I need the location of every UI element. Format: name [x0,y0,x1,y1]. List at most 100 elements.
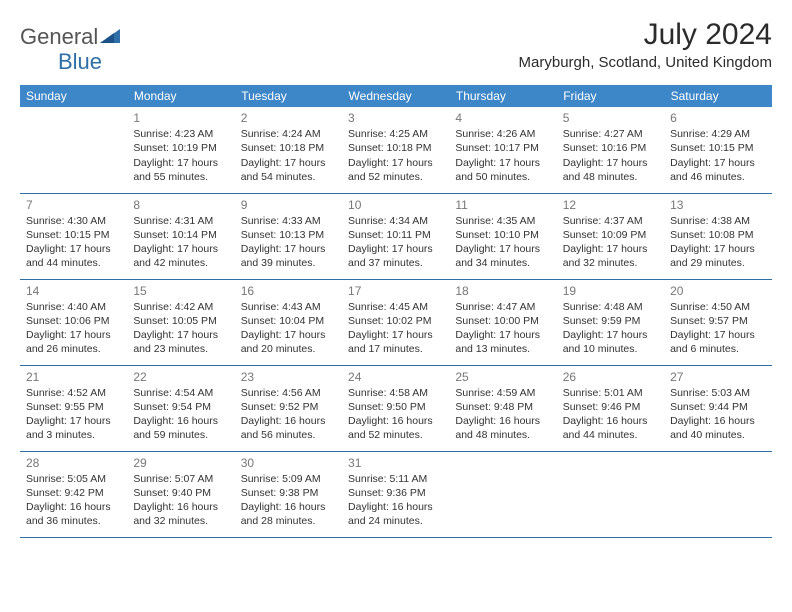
day-number: 29 [133,455,228,471]
calendar-row: 1Sunrise: 4:23 AMSunset: 10:19 PMDayligh… [20,107,772,193]
dl1-text: Daylight: 16 hours [241,500,336,514]
calendar-cell: 17Sunrise: 4:45 AMSunset: 10:02 PMDaylig… [342,279,449,365]
calendar-cell: 1Sunrise: 4:23 AMSunset: 10:19 PMDayligh… [127,107,234,193]
calendar-cell: 4Sunrise: 4:26 AMSunset: 10:17 PMDayligh… [449,107,556,193]
sunrise-text: Sunrise: 4:42 AM [133,300,228,314]
calendar-cell: 21Sunrise: 4:52 AMSunset: 9:55 PMDayligh… [20,365,127,451]
dl2-text: and 13 minutes. [455,342,550,356]
calendar-cell: 27Sunrise: 5:03 AMSunset: 9:44 PMDayligh… [664,365,771,451]
dl2-text: and 34 minutes. [455,256,550,270]
calendar-cell: 15Sunrise: 4:42 AMSunset: 10:05 PMDaylig… [127,279,234,365]
day-number: 4 [455,110,550,126]
sunset-text: Sunset: 9:50 PM [348,400,443,414]
sunrise-text: Sunrise: 4:38 AM [670,214,765,228]
sunset-text: Sunset: 10:04 PM [241,314,336,328]
dl2-text: and 42 minutes. [133,256,228,270]
day-header-row: Sunday Monday Tuesday Wednesday Thursday… [20,85,772,107]
calendar-cell: 29Sunrise: 5:07 AMSunset: 9:40 PMDayligh… [127,451,234,537]
day-number: 10 [348,197,443,213]
dl2-text: and 23 minutes. [133,342,228,356]
day-number: 16 [241,283,336,299]
sunrise-text: Sunrise: 4:40 AM [26,300,121,314]
day-number: 27 [670,369,765,385]
dl1-text: Daylight: 17 hours [241,242,336,256]
sunrise-text: Sunrise: 4:23 AM [133,127,228,141]
dl2-text: and 3 minutes. [26,428,121,442]
dl1-text: Daylight: 17 hours [241,156,336,170]
day-header: Wednesday [342,85,449,107]
sunrise-text: Sunrise: 4:24 AM [241,127,336,141]
calendar-row: 21Sunrise: 4:52 AMSunset: 9:55 PMDayligh… [20,365,772,451]
logo: General [20,24,120,50]
sunrise-text: Sunrise: 4:58 AM [348,386,443,400]
sunrise-text: Sunrise: 4:25 AM [348,127,443,141]
dl2-text: and 52 minutes. [348,428,443,442]
dl1-text: Daylight: 16 hours [563,414,658,428]
dl2-text: and 56 minutes. [241,428,336,442]
dl1-text: Daylight: 16 hours [26,500,121,514]
dl1-text: Daylight: 17 hours [348,156,443,170]
day-number: 24 [348,369,443,385]
sunset-text: Sunset: 9:52 PM [241,400,336,414]
calendar-cell: 30Sunrise: 5:09 AMSunset: 9:38 PMDayligh… [235,451,342,537]
sunrise-text: Sunrise: 4:48 AM [563,300,658,314]
sunset-text: Sunset: 9:44 PM [670,400,765,414]
sunrise-text: Sunrise: 5:09 AM [241,472,336,486]
sunrise-text: Sunrise: 5:11 AM [348,472,443,486]
day-number: 15 [133,283,228,299]
calendar-cell: 19Sunrise: 4:48 AMSunset: 9:59 PMDayligh… [557,279,664,365]
calendar-cell: 10Sunrise: 4:34 AMSunset: 10:11 PMDaylig… [342,193,449,279]
sunset-text: Sunset: 9:46 PM [563,400,658,414]
day-number: 18 [455,283,550,299]
dl2-text: and 28 minutes. [241,514,336,528]
calendar-cell: 12Sunrise: 4:37 AMSunset: 10:09 PMDaylig… [557,193,664,279]
sunrise-text: Sunrise: 5:01 AM [563,386,658,400]
day-number: 17 [348,283,443,299]
sunset-text: Sunset: 10:18 PM [348,141,443,155]
dl1-text: Daylight: 17 hours [670,328,765,342]
day-number: 6 [670,110,765,126]
logo-text-left: General [20,24,98,50]
day-number: 9 [241,197,336,213]
day-number: 2 [241,110,336,126]
sunset-text: Sunset: 9:38 PM [241,486,336,500]
logo-triangle-icon [100,27,120,48]
dl2-text: and 40 minutes. [670,428,765,442]
day-header: Thursday [449,85,556,107]
day-header: Saturday [664,85,771,107]
sunset-text: Sunset: 10:02 PM [348,314,443,328]
dl1-text: Daylight: 17 hours [455,156,550,170]
calendar-row: 28Sunrise: 5:05 AMSunset: 9:42 PMDayligh… [20,451,772,537]
sunrise-text: Sunrise: 4:56 AM [241,386,336,400]
dl2-text: and 44 minutes. [26,256,121,270]
sunset-text: Sunset: 10:10 PM [455,228,550,242]
dl1-text: Daylight: 17 hours [26,242,121,256]
day-header: Sunday [20,85,127,107]
dl1-text: Daylight: 16 hours [133,414,228,428]
calendar-cell: 28Sunrise: 5:05 AMSunset: 9:42 PMDayligh… [20,451,127,537]
calendar-cell: 5Sunrise: 4:27 AMSunset: 10:16 PMDayligh… [557,107,664,193]
sunset-text: Sunset: 10:19 PM [133,141,228,155]
calendar-cell: 14Sunrise: 4:40 AMSunset: 10:06 PMDaylig… [20,279,127,365]
dl2-text: and 20 minutes. [241,342,336,356]
sunset-text: Sunset: 9:40 PM [133,486,228,500]
dl1-text: Daylight: 17 hours [133,328,228,342]
calendar-cell [449,451,556,537]
sunset-text: Sunset: 9:59 PM [563,314,658,328]
day-number: 22 [133,369,228,385]
calendar-cell: 9Sunrise: 4:33 AMSunset: 10:13 PMDayligh… [235,193,342,279]
sunrise-text: Sunrise: 4:52 AM [26,386,121,400]
logo-text-right: Blue [58,49,102,75]
sunrise-text: Sunrise: 5:07 AM [133,472,228,486]
dl1-text: Daylight: 17 hours [670,156,765,170]
day-number: 28 [26,455,121,471]
calendar-row: 14Sunrise: 4:40 AMSunset: 10:06 PMDaylig… [20,279,772,365]
day-number: 13 [670,197,765,213]
sunrise-text: Sunrise: 4:33 AM [241,214,336,228]
day-number: 20 [670,283,765,299]
sunset-text: Sunset: 9:57 PM [670,314,765,328]
day-number: 31 [348,455,443,471]
sunrise-text: Sunrise: 4:37 AM [563,214,658,228]
dl2-text: and 39 minutes. [241,256,336,270]
day-number: 12 [563,197,658,213]
